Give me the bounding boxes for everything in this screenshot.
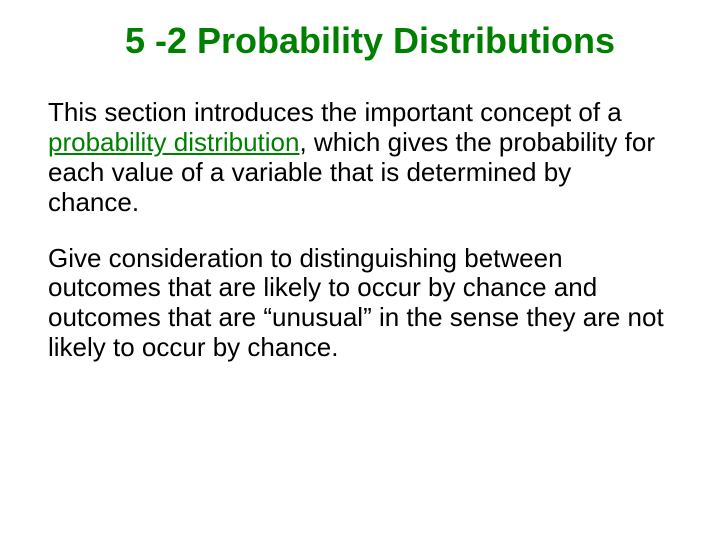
paragraph-1: This section introduces the important co… <box>40 98 680 218</box>
slide-title: 5 -2 Probability Distributions <box>40 20 680 62</box>
paragraph-2-text: Give consideration to distinguishing bet… <box>48 243 664 363</box>
paragraph-1-before: This section introduces the important co… <box>48 97 622 127</box>
keyterm-probability-distribution: probability distribution <box>48 127 299 157</box>
slide: 5 -2 Probability Distributions This sect… <box>0 0 720 540</box>
paragraph-2: Give consideration to distinguishing bet… <box>40 244 680 364</box>
